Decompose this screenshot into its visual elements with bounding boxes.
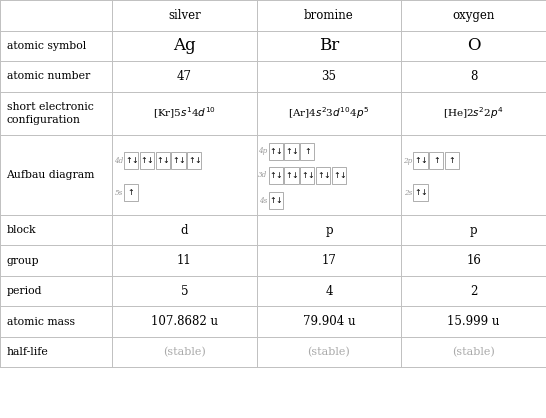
- Text: ↓: ↓: [163, 156, 169, 166]
- Text: atomic mass: atomic mass: [7, 317, 75, 326]
- Text: 3d: 3d: [258, 171, 268, 179]
- Text: ↑: ↑: [270, 147, 276, 156]
- Bar: [429, 153, 443, 169]
- Text: ↑: ↑: [188, 156, 195, 166]
- Bar: [269, 192, 283, 209]
- Text: 2s: 2s: [404, 189, 412, 196]
- Bar: [171, 153, 186, 169]
- Text: ↓: ↓: [307, 171, 314, 180]
- Text: ↑: ↑: [157, 156, 163, 166]
- Text: ↑: ↑: [270, 171, 276, 180]
- Text: atomic number: atomic number: [7, 71, 90, 81]
- Text: 4p: 4p: [258, 147, 268, 155]
- Text: ↓: ↓: [292, 147, 298, 156]
- Bar: [332, 167, 346, 184]
- Text: 2: 2: [470, 285, 477, 298]
- Text: 4d: 4d: [114, 157, 123, 165]
- Text: ↑: ↑: [333, 171, 340, 180]
- Text: (stable): (stable): [452, 347, 495, 357]
- Bar: [316, 167, 330, 184]
- Bar: [413, 184, 428, 201]
- Text: ↑: ↑: [141, 156, 147, 166]
- Text: ↓: ↓: [420, 188, 427, 197]
- Text: ↑: ↑: [270, 196, 276, 205]
- Bar: [300, 143, 314, 160]
- Text: ↑: ↑: [286, 147, 292, 156]
- Text: 35: 35: [322, 70, 336, 83]
- Text: 16: 16: [466, 254, 481, 267]
- Text: ↓: ↓: [194, 156, 201, 166]
- Text: block: block: [7, 225, 36, 235]
- Text: ↓: ↓: [276, 147, 282, 156]
- Text: 2p: 2p: [403, 157, 412, 165]
- Text: ↓: ↓: [276, 196, 282, 205]
- Text: [Kr]5$s^1$4$d^{10}$: [Kr]5$s^1$4$d^{10}$: [153, 106, 216, 121]
- Text: 8: 8: [470, 70, 477, 83]
- Bar: [140, 153, 154, 169]
- Text: 47: 47: [177, 70, 192, 83]
- Text: half-life: half-life: [7, 347, 48, 357]
- Bar: [284, 167, 299, 184]
- Bar: [124, 153, 138, 169]
- Text: 15.999 u: 15.999 u: [448, 315, 500, 328]
- Text: Br: Br: [319, 37, 339, 54]
- Text: 4: 4: [325, 285, 333, 298]
- Text: (stable): (stable): [307, 347, 351, 357]
- Text: silver: silver: [168, 9, 200, 22]
- Text: p: p: [325, 224, 333, 237]
- Text: ↑: ↑: [304, 147, 311, 156]
- Text: ↓: ↓: [179, 156, 185, 166]
- Text: ↑: ↑: [433, 156, 440, 166]
- Text: ↑: ↑: [125, 156, 132, 166]
- Text: 5s: 5s: [115, 189, 123, 196]
- Text: ↑: ↑: [286, 171, 292, 180]
- Text: ↑: ↑: [173, 156, 179, 166]
- Bar: [269, 143, 283, 160]
- Text: [Ar]4$s^2$3$d^{10}$4$p^5$: [Ar]4$s^2$3$d^{10}$4$p^5$: [288, 106, 370, 121]
- Text: ↓: ↓: [323, 171, 330, 180]
- Text: O: O: [467, 37, 480, 54]
- Text: (stable): (stable): [163, 347, 206, 357]
- Text: Aufbau diagram: Aufbau diagram: [7, 170, 95, 180]
- Bar: [284, 143, 299, 160]
- Text: short electronic
configuration: short electronic configuration: [7, 102, 93, 125]
- Text: ↓: ↓: [276, 171, 282, 180]
- Text: ↑: ↑: [128, 188, 134, 197]
- Bar: [187, 153, 201, 169]
- Text: ↓: ↓: [292, 171, 298, 180]
- Bar: [124, 184, 138, 201]
- Text: group: group: [7, 256, 39, 265]
- Bar: [413, 153, 428, 169]
- Text: d: d: [181, 224, 188, 237]
- Text: 79.904 u: 79.904 u: [302, 315, 355, 328]
- Text: ↓: ↓: [420, 156, 427, 166]
- Text: ↑: ↑: [449, 156, 455, 166]
- Text: period: period: [7, 286, 42, 296]
- Text: ↑: ↑: [317, 171, 324, 180]
- Bar: [156, 153, 170, 169]
- Text: oxygen: oxygen: [453, 9, 495, 22]
- Text: 11: 11: [177, 254, 192, 267]
- Text: ↑: ↑: [414, 156, 421, 166]
- Text: p: p: [470, 224, 477, 237]
- Text: [He]2$s^2$2$p^4$: [He]2$s^2$2$p^4$: [443, 106, 504, 121]
- Text: 107.8682 u: 107.8682 u: [151, 315, 218, 328]
- Text: ↓: ↓: [339, 171, 346, 180]
- Text: ↓: ↓: [131, 156, 138, 166]
- Bar: [445, 153, 459, 169]
- Text: atomic symbol: atomic symbol: [7, 41, 86, 51]
- Bar: [300, 167, 314, 184]
- Text: 17: 17: [322, 254, 336, 267]
- Text: bromine: bromine: [304, 9, 354, 22]
- Text: ↓: ↓: [147, 156, 153, 166]
- Text: 5: 5: [181, 285, 188, 298]
- Text: Ag: Ag: [173, 37, 195, 54]
- Text: ↑: ↑: [301, 171, 308, 180]
- Text: ↑: ↑: [414, 188, 421, 197]
- Bar: [269, 167, 283, 184]
- Text: 4s: 4s: [259, 196, 268, 204]
